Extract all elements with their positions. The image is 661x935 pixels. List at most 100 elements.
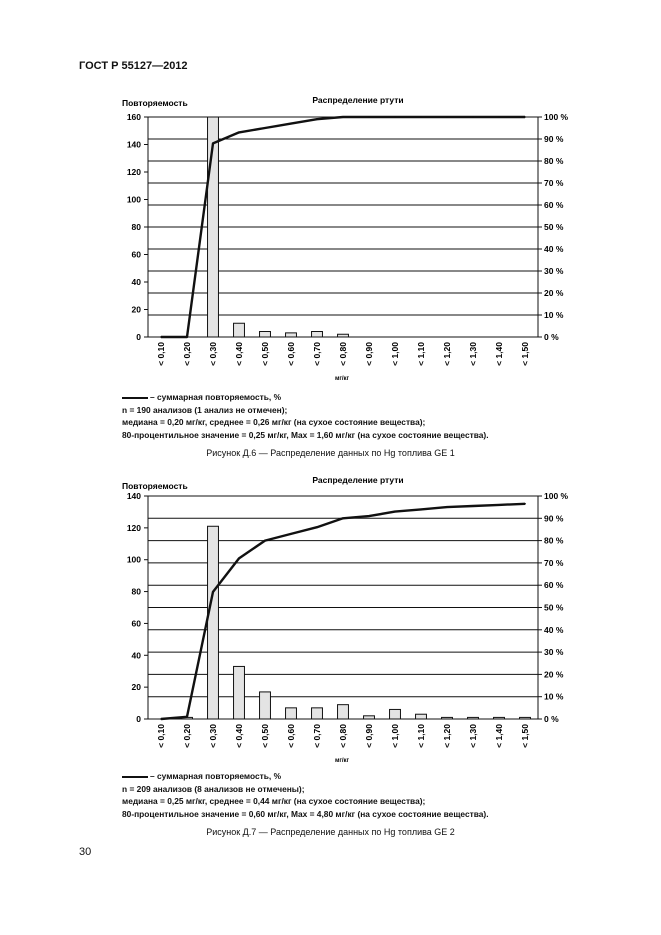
chart-2-line-point	[160, 718, 162, 720]
chart-2-y2tick-label: 70 %	[544, 558, 564, 568]
chart-1-ytick-label: 140	[127, 140, 141, 150]
chart-1-y2tick-label: 20 %	[544, 288, 564, 298]
chart-1-xlabel: мг/кг	[335, 376, 350, 382]
legend-1-line-row: – суммарная повторяемость, %	[122, 391, 489, 404]
chart-2-line-point	[446, 506, 448, 509]
chart-2-bar	[337, 704, 349, 720]
page-header: ГОСТ Р 55127—2012	[79, 60, 188, 72]
chart-1-ytick-label: 80	[132, 222, 142, 232]
chart-1-ytick-label: 20	[132, 305, 142, 315]
legend-1-note-2: медиана = 0,20 мг/кг, среднее = 0,26 мг/…	[122, 417, 426, 427]
chart-2-line-point	[420, 508, 422, 511]
legend-1-line-sample	[122, 396, 148, 399]
legend-2: – суммарная повторяемость, % n = 209 ана…	[122, 770, 489, 820]
chart-2-ytick-label: 120	[127, 523, 141, 533]
chart-1-xtick-label: < 0,10	[156, 342, 166, 366]
chart-1-xtick-label: < 0,30	[208, 342, 218, 366]
chart-2-xtick-label: < 0,50	[260, 724, 270, 748]
chart-2-xlabel: мг/кг	[335, 758, 350, 764]
chart-1-xtick-label: < 1,10	[416, 342, 426, 366]
chart-2-plot-frame	[147, 495, 539, 720]
chart-1-line-point	[498, 116, 500, 118]
chart-2-line-point	[524, 502, 526, 505]
chart-1-ytick-label: 100	[127, 195, 141, 205]
figure-2-caption: Рисунок Д.7 — Распределение данных по Hg…	[206, 827, 455, 837]
chart-1-xtick-label: < 0,70	[312, 342, 322, 366]
chart-2-xtick-label: < 1,50	[520, 724, 530, 748]
chart-1-xtick-label: < 0,90	[364, 342, 374, 366]
chart-2-line-point	[472, 505, 474, 507]
chart-2-ytick-label: 140	[127, 491, 141, 501]
chart-2-xtick-label: < 0,20	[182, 724, 192, 748]
chart-1-xtick-label: < 0,40	[234, 342, 244, 366]
chart-1-xtick-label: < 1,00	[390, 342, 400, 366]
chart-2-y2tick-label: 20 %	[544, 669, 564, 679]
figure-1-caption: Рисунок Д.6 — Распределение данных по Hg…	[206, 448, 455, 458]
chart-1-xtick-label: < 0,80	[338, 342, 348, 366]
chart-2-line-point	[290, 533, 292, 535]
legend-1-note-1: n = 190 анализов (1 анализ не отмечен);	[122, 404, 288, 415]
chart-2-line-point	[368, 515, 370, 517]
chart-2-bar	[311, 707, 323, 720]
chart-2-line-point	[238, 557, 240, 560]
chart-2-xtick-label: < 0,90	[364, 724, 374, 748]
chart-2-y2tick-label: 40 %	[544, 625, 564, 635]
chart-2-ylabel: Повторяемость	[122, 481, 188, 491]
chart-2-line-point	[498, 504, 500, 506]
chart-1-y2tick-label: 100 %	[544, 112, 569, 122]
chart-2-line-point	[342, 517, 344, 520]
chart-2-xtick-label: < 1,20	[442, 724, 452, 748]
chart-2-xtick-label: < 0,80	[338, 724, 348, 748]
chart-1-line-point	[290, 122, 292, 125]
chart-1-xtick-label: < 0,50	[260, 342, 270, 366]
chart-2-y2tick-label: 10 %	[544, 692, 564, 702]
chart-1-y2tick-label: 80 %	[544, 156, 564, 166]
chart-1-y2tick-label: 60 %	[544, 200, 564, 210]
page-number: 30	[79, 846, 92, 858]
chart-2-xtick-label: < 1,00	[390, 724, 400, 748]
chart-1-line-point	[238, 131, 240, 134]
chart-1-line-point	[264, 127, 266, 129]
chart-1-xtick-label: < 1,20	[442, 342, 452, 366]
chart-1-line-point	[316, 118, 318, 121]
chart-2-xtick-label: < 0,10	[156, 724, 166, 748]
chart-1-xtick-label: < 0,60	[286, 342, 296, 366]
chart-2-ytick-label: 0	[136, 714, 141, 724]
chart-1-line-point	[524, 116, 526, 118]
chart-1-ylabel: Повторяемость	[122, 98, 188, 108]
chart-2-line-point	[186, 715, 188, 718]
chart-1-xtick-label: < 1,50	[520, 342, 530, 366]
chart-1-line-point	[394, 116, 396, 118]
chart-2-xtick-label: < 1,40	[494, 724, 504, 748]
chart-2-title: Распределение ртути	[312, 475, 403, 485]
chart-1-y2tick-label: 0 %	[544, 332, 559, 342]
chart-2-xtick-label: < 0,40	[234, 724, 244, 748]
chart-2-ytick-label: 20	[132, 682, 142, 692]
chart-1-line-point	[212, 142, 214, 145]
chart-2-y2tick-label: 30 %	[544, 647, 564, 657]
chart-1-xtick-label: < 1,40	[494, 342, 504, 366]
legend-2-line-row: – суммарная повторяемость, %	[122, 770, 489, 783]
chart-1-ytick-label: 0	[136, 332, 141, 342]
chart-2-ytick-label: 40	[132, 650, 142, 660]
chart-2-xtick-label: < 0,60	[286, 724, 296, 748]
chart-1-y2tick-label: 30 %	[544, 266, 564, 276]
chart-2-bar	[259, 691, 271, 720]
chart-1-line-point	[472, 116, 474, 118]
chart-1-xtick-label: < 0,20	[182, 342, 192, 366]
chart-2-line-point	[264, 539, 266, 542]
legend-1-line-label: – суммарная повторяемость, %	[150, 392, 282, 402]
chart-2-bar	[233, 665, 245, 720]
chart-2-line-point	[316, 526, 318, 529]
chart-1-ytick-label: 60	[132, 250, 142, 260]
chart-2-ytick-label: 60	[132, 618, 142, 628]
chart-1-title: Распределение ртути	[312, 95, 403, 105]
chart-2-svg: Распределение ртути Повторяемость мг/кг 0 20…	[122, 475, 569, 764]
chart-2-xtick-label: < 1,30	[468, 724, 478, 748]
chart-1-ytick-label: 40	[132, 277, 142, 287]
legend-2-note-2: медиана = 0,25 мг/кг, среднее = 0,44 мг/…	[122, 796, 426, 806]
chart-1-ytick-label: 160	[127, 112, 141, 122]
chart-1-line-point	[186, 336, 188, 338]
chart-1-svg: Распределение ртути Повторяемость мг/кг 0 20…	[122, 95, 569, 382]
legend-2-note-3: 80-процентильное значение = 0,60 мг/кг, …	[122, 808, 489, 819]
